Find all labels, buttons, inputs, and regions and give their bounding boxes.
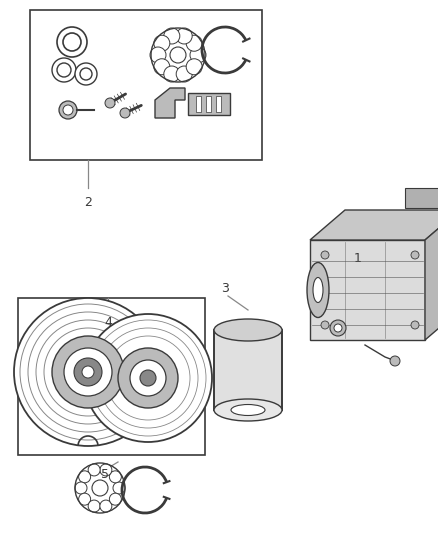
Circle shape xyxy=(75,482,87,494)
Circle shape xyxy=(92,480,108,496)
Circle shape xyxy=(79,493,91,505)
Circle shape xyxy=(411,321,419,329)
Circle shape xyxy=(74,358,102,386)
Circle shape xyxy=(154,35,170,51)
Circle shape xyxy=(170,47,186,63)
Circle shape xyxy=(321,321,329,329)
Circle shape xyxy=(110,493,121,505)
Circle shape xyxy=(190,47,206,63)
Circle shape xyxy=(100,500,112,512)
Ellipse shape xyxy=(214,399,282,421)
Polygon shape xyxy=(405,188,438,208)
Polygon shape xyxy=(310,210,438,240)
Circle shape xyxy=(63,105,73,115)
Circle shape xyxy=(176,28,192,44)
Circle shape xyxy=(79,471,91,483)
Circle shape xyxy=(321,251,329,259)
FancyBboxPatch shape xyxy=(310,240,425,340)
Ellipse shape xyxy=(214,319,282,341)
Text: 1: 1 xyxy=(354,252,362,264)
Ellipse shape xyxy=(231,405,265,416)
Bar xyxy=(214,330,282,410)
Text: 5: 5 xyxy=(101,469,109,481)
Bar xyxy=(188,93,230,115)
Bar xyxy=(216,96,221,112)
Text: 3: 3 xyxy=(221,281,229,295)
Circle shape xyxy=(80,68,92,80)
Circle shape xyxy=(390,356,400,366)
Circle shape xyxy=(105,98,115,108)
Polygon shape xyxy=(425,210,438,340)
Bar xyxy=(18,298,205,455)
Ellipse shape xyxy=(307,262,329,318)
Circle shape xyxy=(100,464,112,476)
Circle shape xyxy=(52,58,76,82)
Circle shape xyxy=(186,35,202,51)
Text: 2: 2 xyxy=(84,196,92,208)
Circle shape xyxy=(150,47,166,63)
Circle shape xyxy=(334,324,342,332)
Circle shape xyxy=(140,370,156,386)
Circle shape xyxy=(52,336,124,408)
Ellipse shape xyxy=(313,278,323,303)
Circle shape xyxy=(63,33,81,51)
Polygon shape xyxy=(155,88,185,118)
Circle shape xyxy=(14,298,162,446)
Circle shape xyxy=(110,471,121,483)
Bar xyxy=(206,96,211,112)
Circle shape xyxy=(120,108,130,118)
Circle shape xyxy=(176,66,192,82)
Circle shape xyxy=(118,348,178,408)
Circle shape xyxy=(330,320,346,336)
Circle shape xyxy=(57,63,71,77)
Circle shape xyxy=(88,464,100,476)
Circle shape xyxy=(164,28,180,44)
Circle shape xyxy=(130,360,166,396)
Circle shape xyxy=(64,348,112,396)
Circle shape xyxy=(75,63,97,85)
Circle shape xyxy=(154,59,170,75)
Bar xyxy=(30,10,262,160)
Text: 4: 4 xyxy=(104,316,112,328)
Circle shape xyxy=(88,500,100,512)
Circle shape xyxy=(59,101,77,119)
Circle shape xyxy=(113,482,125,494)
Bar xyxy=(196,96,201,112)
Circle shape xyxy=(82,366,94,378)
Circle shape xyxy=(84,314,212,442)
Circle shape xyxy=(411,251,419,259)
Circle shape xyxy=(186,59,202,75)
Circle shape xyxy=(164,66,180,82)
Circle shape xyxy=(57,27,87,57)
